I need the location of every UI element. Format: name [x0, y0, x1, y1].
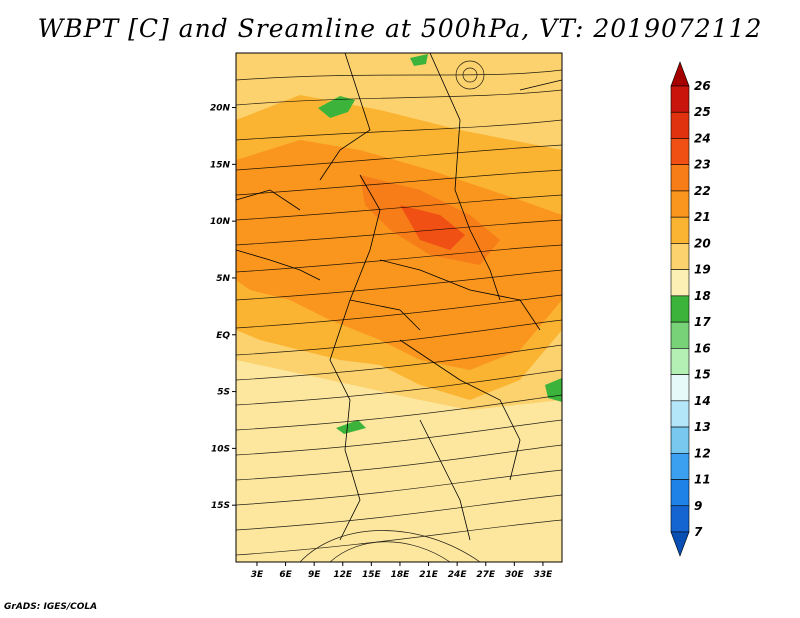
- lon-tick-label: 18E: [391, 570, 411, 580]
- lat-tick-label: 20N: [210, 104, 231, 114]
- colorbar-label: 18: [694, 289, 711, 303]
- colorbar-swatch: [670, 295, 690, 323]
- colorbar-swatch: [670, 190, 690, 218]
- lon-tick-label: 15E: [362, 570, 382, 580]
- colorbar-label: 20: [694, 236, 711, 250]
- wbpt-17-patch-2: [410, 54, 428, 66]
- map-title: WBPT [C] and Sreamline at 500hPa, VT: 20…: [37, 14, 763, 43]
- colorbar-swatch: [670, 243, 690, 270]
- colorbar-label: 12: [694, 446, 711, 460]
- colorbar-label: 21: [694, 210, 711, 224]
- wbpt-17-patch-4: [545, 378, 562, 402]
- colorbar-swatch: [670, 505, 690, 533]
- country-borders: [236, 53, 562, 541]
- lon-tick-label: 3E: [251, 570, 264, 580]
- map-frame: [235, 52, 563, 563]
- colorbar-swatch: [670, 164, 690, 192]
- colorbar-label: 15: [694, 368, 711, 382]
- wbpt-17-patch-3: [336, 420, 366, 434]
- lat-tick-label: 5S: [217, 388, 230, 398]
- colorbar-swatch: [670, 111, 690, 139]
- lat-tick-label: EQ: [216, 331, 230, 341]
- colorbar-label: 9: [694, 499, 702, 513]
- colorbar-label: 16: [694, 341, 711, 355]
- latitude-axis: 20N 15N 10N 5N EQ 5S 10S 15S: [210, 104, 236, 511]
- colorbar-label: 22: [694, 184, 711, 198]
- colorbar-swatch: [670, 269, 690, 297]
- colorbar-swatch: [670, 374, 690, 402]
- colorbar-bottom-arrow: [670, 531, 690, 557]
- longitude-axis: 3E 6E 9E 12E 15E 18E 21E 24E 27E 30E 33E: [251, 562, 553, 580]
- lon-tick-label: 9E: [308, 570, 321, 580]
- lon-tick-label: 6E: [279, 570, 292, 580]
- wbpt-22-region: [236, 140, 562, 370]
- colorbar-swatch: [670, 400, 690, 428]
- lat-tick-label: 10N: [210, 217, 231, 227]
- lat-tick-label: 15N: [210, 160, 231, 170]
- colorbar-swatch: [670, 348, 690, 375]
- lat-tick-label: 10S: [211, 444, 230, 454]
- colorbar-label: 13: [694, 420, 711, 434]
- map-panel: [236, 53, 562, 562]
- lon-tick-label: 27E: [476, 570, 496, 580]
- colorbar-swatch: [670, 138, 690, 166]
- colorbar-swatch: [670, 321, 690, 349]
- colorbar-label: 11: [694, 473, 711, 487]
- colorbar-swatch: [670, 452, 690, 480]
- lon-tick-label: 21E: [419, 570, 439, 580]
- colorbar-top-arrow: [670, 61, 690, 87]
- lon-tick-label: 24E: [448, 570, 468, 580]
- lon-tick-label: 30E: [505, 570, 525, 580]
- lon-tick-label: 33E: [534, 570, 554, 580]
- colorbar-label: 7: [694, 525, 703, 539]
- colorbar: 26 25 24 23 22 21 20 19 18 17 16 15 14 13 12 11 9 7: [670, 61, 711, 557]
- colorbar-label: 26: [694, 79, 711, 93]
- wbpt-17-patch: [318, 96, 355, 118]
- colorbar-label: 17: [694, 315, 711, 329]
- colorbar-label: 23: [694, 158, 711, 172]
- streamlines: [236, 60, 562, 562]
- lat-tick-label: 5N: [216, 274, 230, 284]
- lat-tick-label: 15S: [211, 501, 230, 511]
- colorbar-swatch: [670, 216, 690, 244]
- colorbar-swatch: [670, 85, 690, 113]
- colorbar-swatch: [670, 426, 690, 454]
- wbpt-24-region: [400, 205, 465, 250]
- colorbar-label: 24: [694, 131, 711, 145]
- colorbar-label: 25: [694, 105, 711, 119]
- lon-tick-label: 12E: [333, 570, 353, 580]
- footer-credit: GrADS: IGES/COLA: [4, 602, 98, 612]
- colorbar-label: 19: [694, 263, 711, 277]
- colorbar-swatch: [670, 479, 690, 507]
- colorbar-label: 14: [694, 394, 711, 408]
